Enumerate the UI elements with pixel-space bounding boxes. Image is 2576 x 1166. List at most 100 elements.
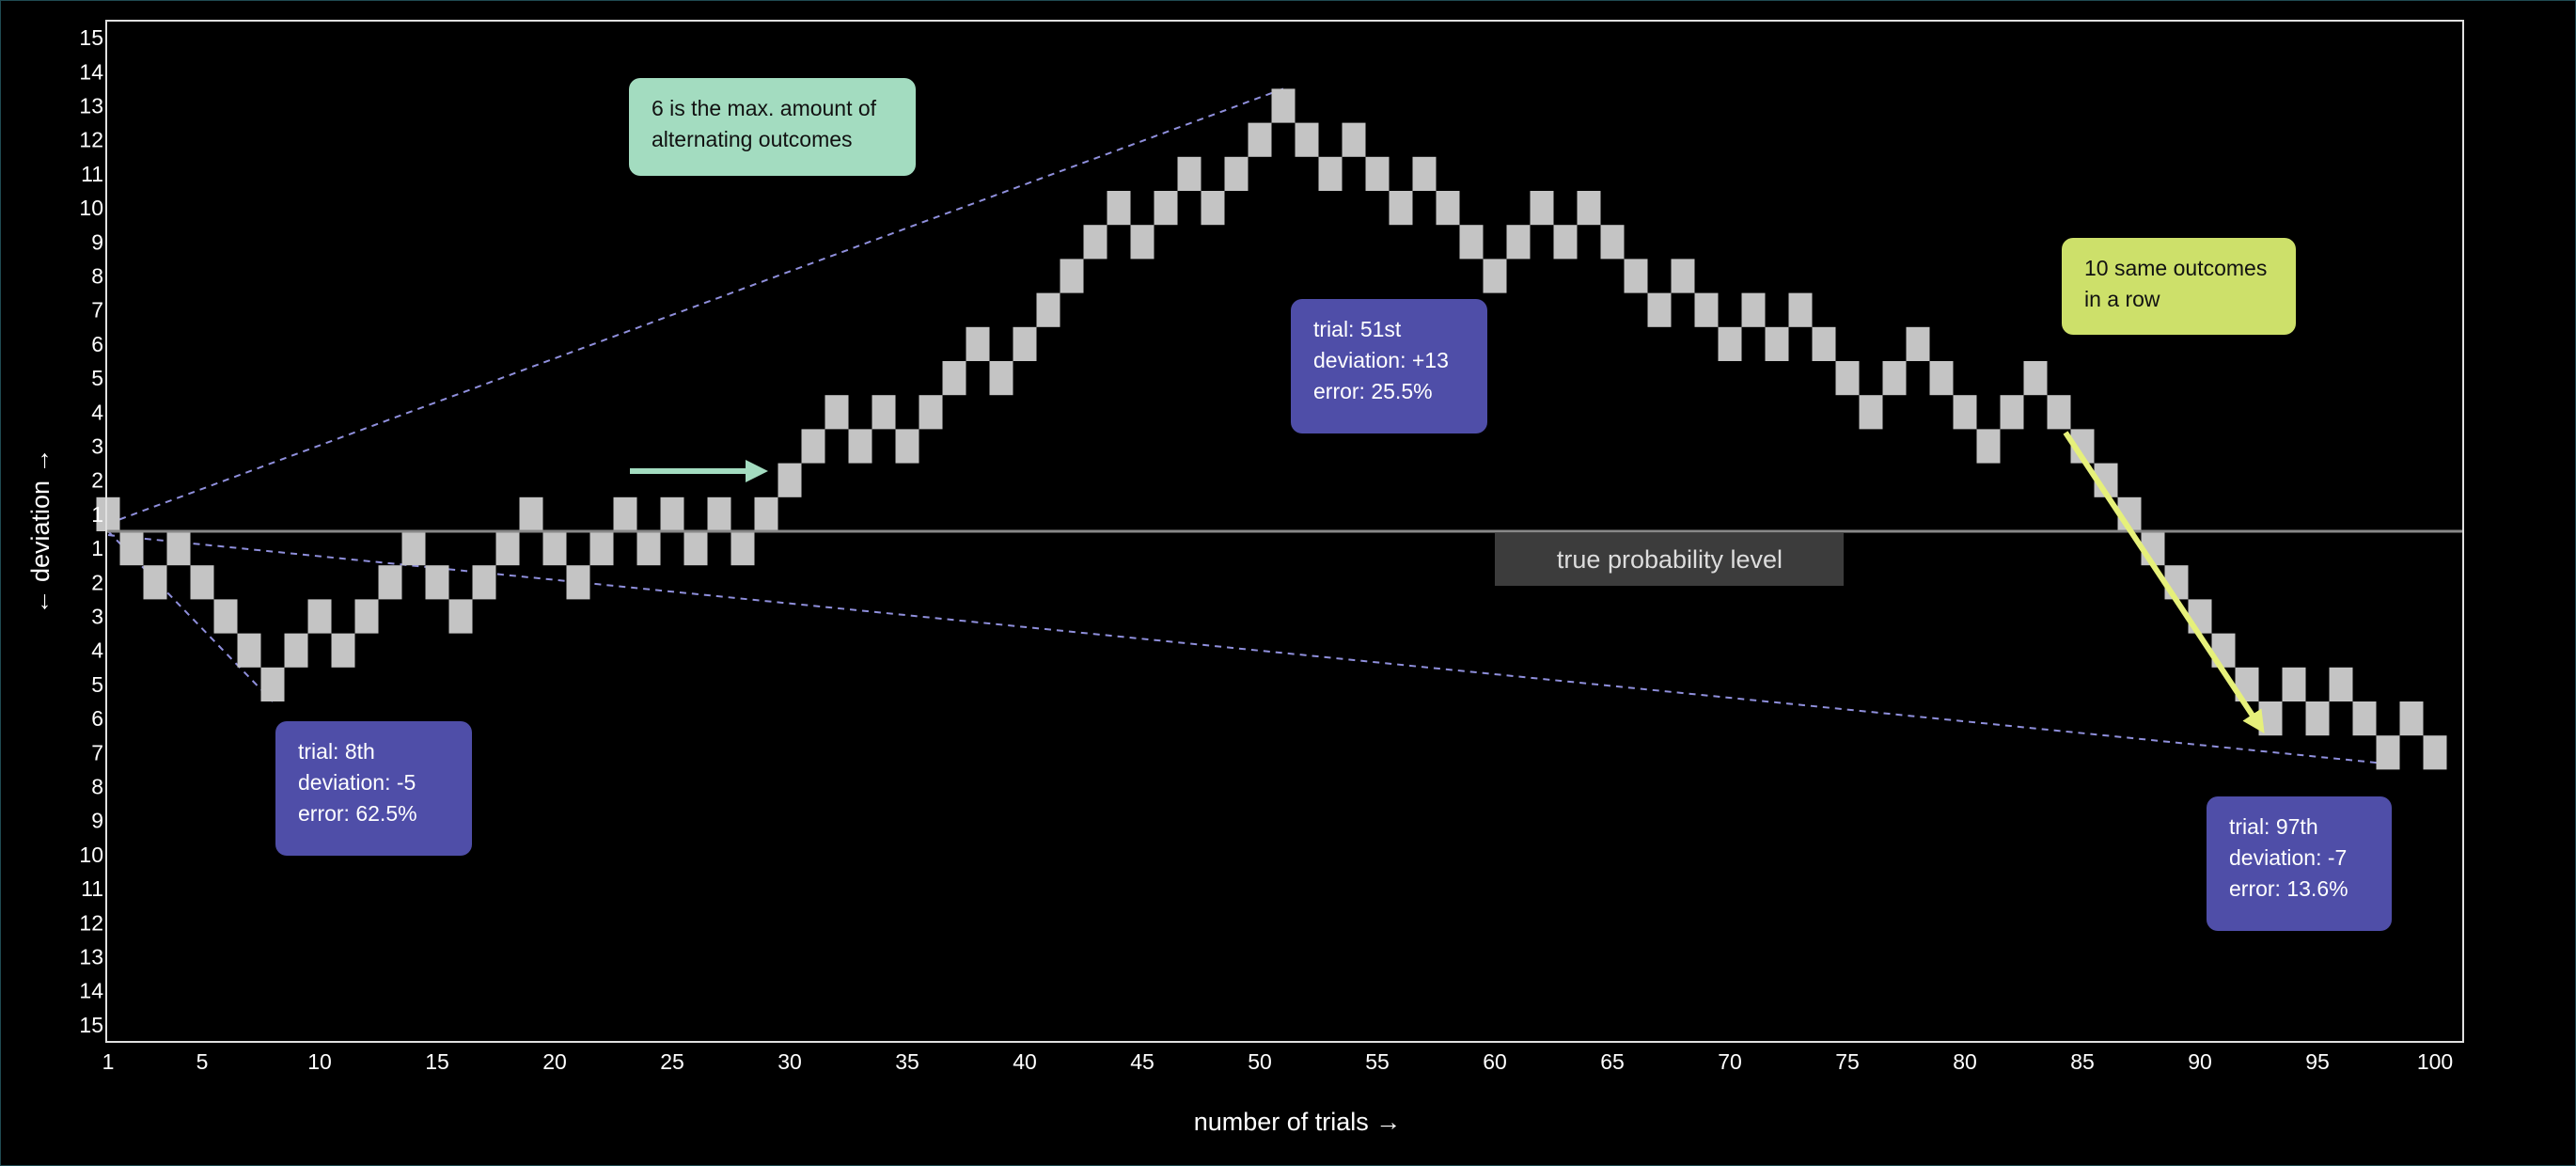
y-tick-label-up: 14 xyxy=(79,59,103,84)
deviation-cell xyxy=(119,531,144,566)
deviation-cell xyxy=(1765,326,1789,361)
note-trial-51-bg xyxy=(1291,299,1487,433)
note-trial-8-line: error: 62.5% xyxy=(298,801,417,826)
deviation-cell xyxy=(707,496,731,531)
x-tick-label: 1 xyxy=(102,1049,115,1074)
note-alternating-line: 6 is the max. amount of xyxy=(652,96,877,120)
y-tick-label-up: 7 xyxy=(91,298,103,323)
deviation-cell xyxy=(1929,361,1954,396)
note-trial-8-bg xyxy=(275,721,472,856)
deviation-cell xyxy=(2258,701,2283,736)
deviation-cell xyxy=(1859,395,1883,430)
x-tick-label: 80 xyxy=(1953,1049,1977,1074)
note-same-outcomes-bg xyxy=(2062,238,2296,335)
x-tick-label: 10 xyxy=(307,1049,332,1074)
deviation-cell xyxy=(1083,225,1107,260)
x-tick-label: 85 xyxy=(2070,1049,2095,1074)
x-tick-label: 75 xyxy=(1835,1049,1860,1074)
y-tick-label-up: 3 xyxy=(91,434,103,459)
deviation-cell xyxy=(472,565,496,600)
y-tick-label-down: 10 xyxy=(79,843,103,867)
deviation-cell xyxy=(2423,735,2447,770)
deviation-cell xyxy=(1624,259,1648,293)
deviation-cell xyxy=(401,531,426,566)
deviation-cell xyxy=(1365,156,1390,191)
deviation-cell xyxy=(2329,667,2353,701)
deviation-cell xyxy=(166,531,191,566)
note-same-outcomes-line: 10 same outcomes xyxy=(2084,256,2267,280)
x-tick-label: 90 xyxy=(2188,1049,2212,1074)
deviation-cell xyxy=(825,395,849,430)
x-tick-label: 45 xyxy=(1130,1049,1154,1074)
plot-area-border xyxy=(105,20,2464,1043)
arrows xyxy=(630,431,2265,734)
deviation-cell xyxy=(1577,191,1601,226)
note-trial-97: trial: 97th deviation: -7 error: 13.6% xyxy=(2207,796,2392,931)
deviation-cell xyxy=(1741,292,1766,327)
deviation-cell xyxy=(1671,259,1695,293)
deviation-cell xyxy=(1318,156,1343,191)
deviation-cell xyxy=(1553,225,1578,260)
reference-label-box xyxy=(1495,533,1844,586)
deviation-cell xyxy=(848,429,872,464)
note-trial-51-line: trial: 51st xyxy=(1313,317,1402,341)
y-tick-label-down: 3 xyxy=(91,605,103,629)
x-tick-label: 95 xyxy=(2305,1049,2330,1074)
y-tick-label-down: 6 xyxy=(91,706,103,731)
deviation-cell xyxy=(96,496,120,531)
deviation-cell xyxy=(660,496,684,531)
deviation-cell xyxy=(2305,701,2330,736)
deviation-cell xyxy=(1953,395,1977,430)
deviation-cell xyxy=(1177,156,1202,191)
x-axis-title: number of trials → xyxy=(1194,1108,1402,1136)
deviation-cell xyxy=(1436,191,1460,226)
deviation-cell xyxy=(1483,259,1507,293)
note-trial-8: trial: 8th deviation: -5 error: 62.5% xyxy=(275,721,472,856)
deviation-cell xyxy=(1060,259,1084,293)
deviation-cell xyxy=(354,599,379,634)
deviation-cell xyxy=(2023,361,2048,396)
deviation-cell xyxy=(1389,191,1413,226)
deviation-cell xyxy=(331,633,355,668)
deviation-cell xyxy=(1976,429,2001,464)
x-tick-label: 40 xyxy=(1013,1049,1037,1074)
deviation-cell xyxy=(989,361,1013,396)
x-tick-label: 20 xyxy=(542,1049,567,1074)
deviation-cell xyxy=(942,361,966,396)
note-trial-8-line: trial: 8th xyxy=(298,739,375,764)
deviation-cell xyxy=(542,531,567,566)
y-tick-label-down: 14 xyxy=(79,979,103,1003)
deviation-cell xyxy=(1506,225,1531,260)
deviation-cell xyxy=(1107,191,1131,226)
note-trial-97-line: deviation: -7 xyxy=(2229,845,2347,870)
deviation-cell xyxy=(284,633,308,668)
deviation-cell xyxy=(1013,326,1037,361)
deviation-cell xyxy=(1271,88,1296,123)
deviation-cell xyxy=(2399,701,2424,736)
deviation-cell xyxy=(754,496,778,531)
deviation-cell xyxy=(2047,395,2071,430)
note-trial-97-line: error: 13.6% xyxy=(2229,876,2348,901)
note-alternating-line: alternating outcomes xyxy=(652,127,853,151)
deviation-cell xyxy=(1459,225,1484,260)
y-tick-label-up: 12 xyxy=(79,128,103,152)
y-tick-label-up: 4 xyxy=(91,400,103,424)
note-trial-97-bg xyxy=(2207,796,2392,931)
deviation-cell xyxy=(613,496,637,531)
x-tick-label: 100 xyxy=(2417,1049,2453,1074)
deviation-cell xyxy=(378,565,402,600)
y-tick-label-down: 11 xyxy=(81,876,103,901)
deviation-cell xyxy=(1718,326,1742,361)
deviation-cell xyxy=(1530,191,1554,226)
deviation-cell xyxy=(237,633,261,668)
deviation-cell xyxy=(589,531,614,566)
y-tick-label-down: 2 xyxy=(91,570,103,594)
deviation-cell xyxy=(448,599,473,634)
deviation-cell xyxy=(1882,361,1907,396)
deviation-cell xyxy=(2164,565,2189,600)
deviation-cell xyxy=(2282,667,2306,701)
y-tick-label-up: 10 xyxy=(79,196,103,220)
deviation-cell xyxy=(778,463,802,497)
x-tick-label: 30 xyxy=(778,1049,802,1074)
